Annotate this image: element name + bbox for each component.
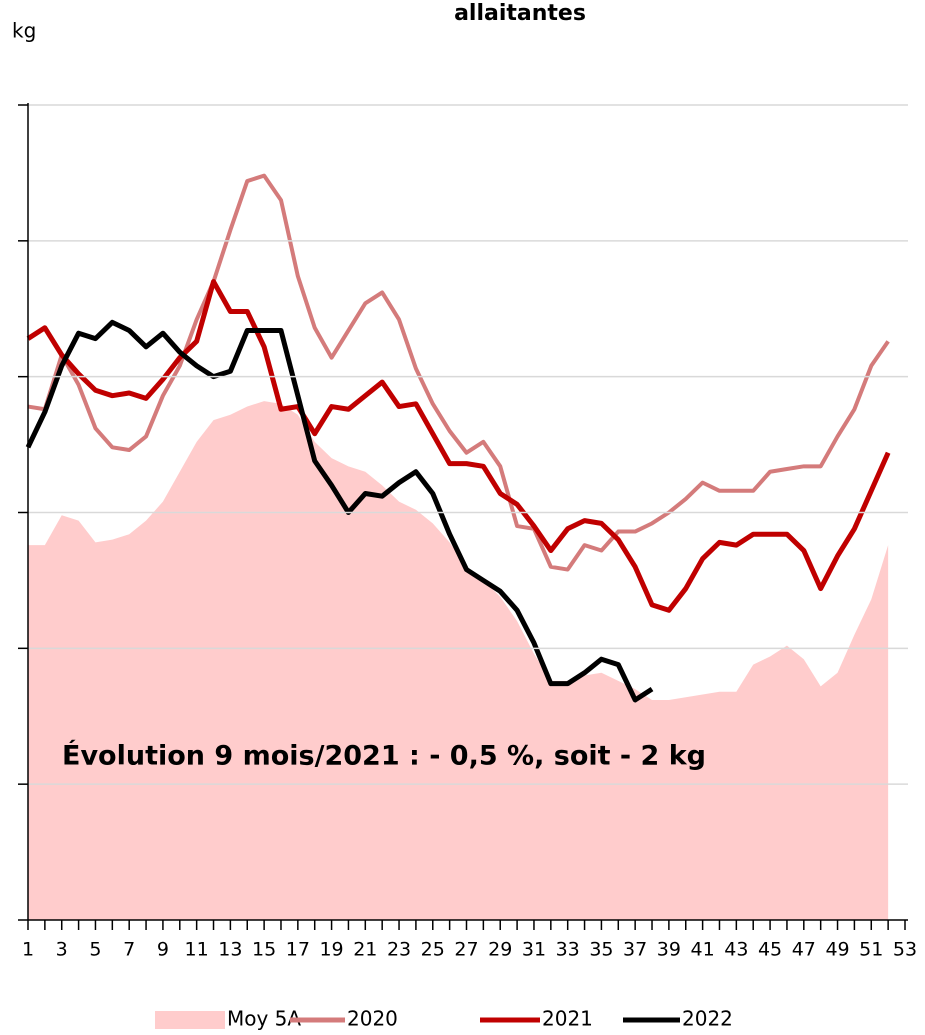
x-tick-label: 11 (185, 939, 209, 961)
x-tick-label: 5 (89, 939, 101, 961)
x-tick-label: 49 (825, 939, 849, 961)
x-tick-label: 7 (123, 939, 135, 961)
x-tick-label: 53 (893, 939, 917, 961)
area (28, 401, 889, 920)
x-tick-label: 35 (589, 939, 613, 961)
x-tick-label: 41 (691, 939, 715, 961)
x-tick-label: 25 (421, 939, 445, 961)
plot-area (25, 173, 891, 920)
x-tick-label: 23 (387, 939, 411, 961)
line (25, 319, 654, 703)
x-tick-label: 37 (623, 939, 647, 961)
legend-label: 2020 (347, 1007, 398, 1031)
chart-title: allaitantes (454, 1, 586, 26)
x-tick-label: 51 (859, 939, 883, 961)
x-tick-label: 33 (556, 939, 580, 961)
x-tick-label: 45 (758, 939, 782, 961)
legend-label: 2022 (682, 1007, 733, 1031)
x-tick-label: 47 (792, 939, 816, 961)
x-tick-label: 9 (157, 939, 169, 961)
x-tick-label: 39 (657, 939, 681, 961)
x-tick-label: 1 (22, 939, 34, 961)
x-tick-label: 17 (286, 939, 310, 961)
x-tick-label: 19 (319, 939, 343, 961)
x-tick-label: 29 (488, 939, 512, 961)
x-tick-label: 13 (218, 939, 242, 961)
legend-label: Moy 5A (227, 1007, 301, 1031)
x-tick-label: 27 (454, 939, 478, 961)
line (26, 279, 891, 613)
x-tick-label: 31 (522, 939, 546, 961)
line (27, 173, 890, 572)
x-tick-label: 21 (353, 939, 377, 961)
y-axis-label: kg (12, 19, 36, 43)
legend-label: 2021 (542, 1007, 593, 1031)
x-tick-label: 43 (724, 939, 748, 961)
annotation: Évolution 9 mois/2021 : - 0,5 %, soit - … (62, 740, 706, 772)
x-tick-label: 15 (252, 939, 276, 961)
x-tick-label: 3 (56, 939, 68, 961)
legend-swatch (155, 1011, 225, 1029)
